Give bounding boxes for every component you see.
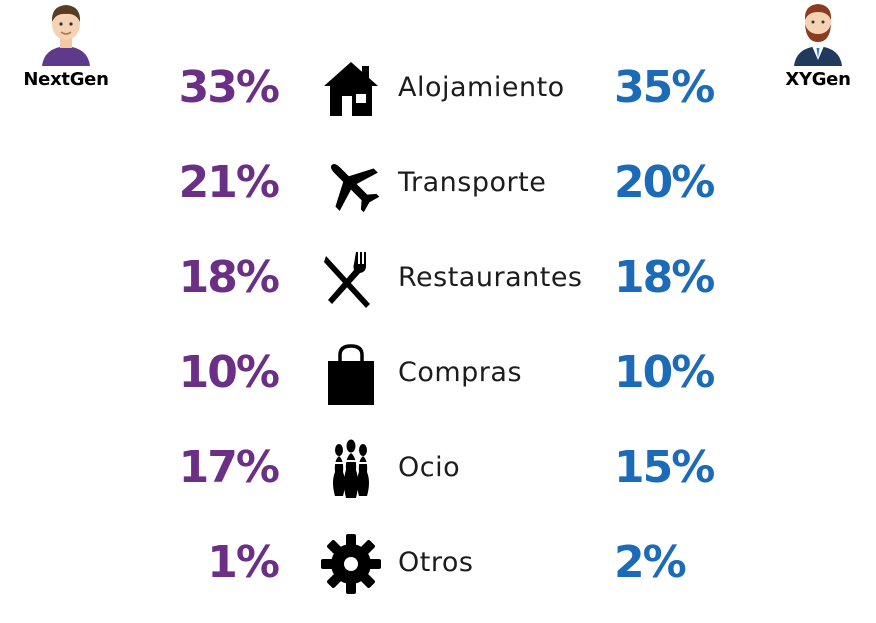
category-label: Ocio — [398, 452, 461, 483]
category-label: Otros — [398, 547, 474, 578]
shopping-bag-icon — [328, 344, 374, 405]
nextgen-value: 1% — [207, 537, 280, 588]
category-label: Transporte — [398, 167, 547, 198]
persona-xygen: XYGen — [768, 0, 868, 90]
category-label: Alojamiento — [398, 72, 565, 103]
persona-nextgen: NextGen — [16, 0, 116, 90]
nextgen-value: 21% — [178, 157, 280, 208]
category-row: 18% Restaurantes 18% — [0, 238, 876, 334]
category-row: 33% Alojamiento 35% — [0, 48, 876, 144]
persona-name: NextGen — [23, 69, 109, 90]
nextgen-value: 10% — [178, 347, 280, 398]
fork-knife-icon — [324, 252, 370, 308]
bearded-man-suit-avatar-icon — [794, 4, 842, 66]
category-label: Restaurantes — [398, 262, 583, 293]
nextgen-value: 18% — [178, 252, 280, 303]
category-row: 21% Transporte 20% — [0, 143, 876, 239]
airplane-icon — [330, 163, 380, 213]
category-row: 10% Compras 10% — [0, 333, 876, 429]
nextgen-value: 33% — [178, 62, 280, 113]
category-row: 1% Otros 2% — [0, 523, 876, 619]
xygen-value: 2% — [614, 537, 687, 588]
persona-name: XYGen — [785, 69, 851, 90]
category-row: 17% Ocio 15% — [0, 428, 876, 524]
gear-icon — [321, 534, 381, 594]
nextgen-value: 17% — [178, 442, 280, 493]
house-icon — [324, 62, 378, 116]
category-label: Compras — [398, 357, 523, 388]
xygen-value: 15% — [614, 442, 715, 493]
xygen-value: 20% — [614, 157, 715, 208]
xygen-value: 35% — [614, 62, 715, 113]
bowling-pins-icon — [333, 439, 369, 498]
young-man-avatar-icon — [42, 5, 90, 66]
xygen-value: 10% — [614, 347, 715, 398]
xygen-value: 18% — [614, 252, 715, 303]
